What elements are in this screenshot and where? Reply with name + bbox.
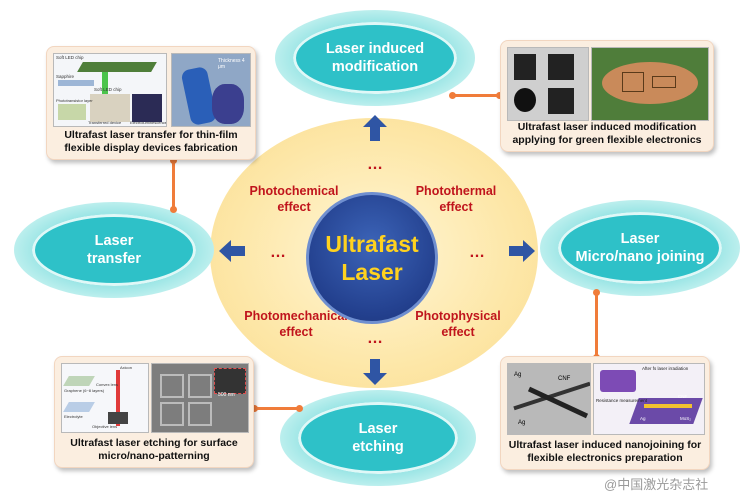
connector-dot xyxy=(251,405,258,412)
ellipsis-right: … xyxy=(469,244,486,261)
connector-modification xyxy=(452,94,500,97)
joining-tem-image: Ag CNF Ag xyxy=(507,363,591,435)
modification-leaf-photo-image xyxy=(591,47,709,121)
modification-micrograph-image xyxy=(507,47,589,121)
connector-etching xyxy=(254,407,300,410)
connector-transfer xyxy=(172,160,175,210)
oval-laser-modification: Laser induced modification xyxy=(275,10,475,106)
effect-photothermal: Photothermal effect xyxy=(415,184,497,214)
ellipsis-bottom: … xyxy=(367,330,384,347)
ellipsis-left: … xyxy=(270,244,287,261)
connector-dot xyxy=(170,206,177,213)
etching-setup-diagram-image: Graphene (6~8 layers) Electrolyte Convex… xyxy=(61,363,149,433)
card-laser-modification: Ultrafast laser induced modification app… xyxy=(500,40,714,152)
connector-dot xyxy=(449,92,456,99)
oval-laser-joining: Laser Micro/nano joining xyxy=(540,200,740,296)
connector-joining xyxy=(595,292,598,358)
effect-photomechanical: Photomechanical effect xyxy=(244,309,348,339)
oval-laser-transfer: Laser transfer xyxy=(14,202,214,298)
transfer-photo-image: Thickness 4 μm xyxy=(171,53,251,127)
joining-device-diagram-image: After fs laser irradiation Resistance me… xyxy=(593,363,705,435)
arrow-left-icon xyxy=(219,240,245,262)
transfer-diagram-image: Soft LED chip Sapphire Soft LED chip Pho… xyxy=(53,53,167,127)
effect-photochemical: Photochemical effect xyxy=(249,184,339,214)
card-laser-etching: Graphene (6~8 layers) Electrolyte Convex… xyxy=(54,356,254,468)
connector-dot xyxy=(170,157,177,164)
connector-dot xyxy=(593,289,600,296)
arrow-up-icon xyxy=(363,115,387,141)
connector-dot xyxy=(496,92,503,99)
effect-photophysical: Photophysical effect xyxy=(415,309,501,339)
ultrafast-laser-core: Ultrafast Laser xyxy=(306,192,438,324)
watermark: @中国激光杂志社 xyxy=(604,477,709,492)
oval-laser-etching: Laser etching xyxy=(280,390,476,486)
arrow-right-icon xyxy=(509,240,535,262)
card-laser-joining: Ag CNF Ag After fs laser irradiation Res… xyxy=(500,356,710,470)
arrow-down-icon xyxy=(363,359,387,385)
etching-sem-image: 500 nm xyxy=(151,363,249,433)
card-laser-transfer: Soft LED chip Sapphire Soft LED chip Pho… xyxy=(46,46,256,160)
connector-dot xyxy=(296,405,303,412)
ellipsis-top: … xyxy=(367,156,384,173)
